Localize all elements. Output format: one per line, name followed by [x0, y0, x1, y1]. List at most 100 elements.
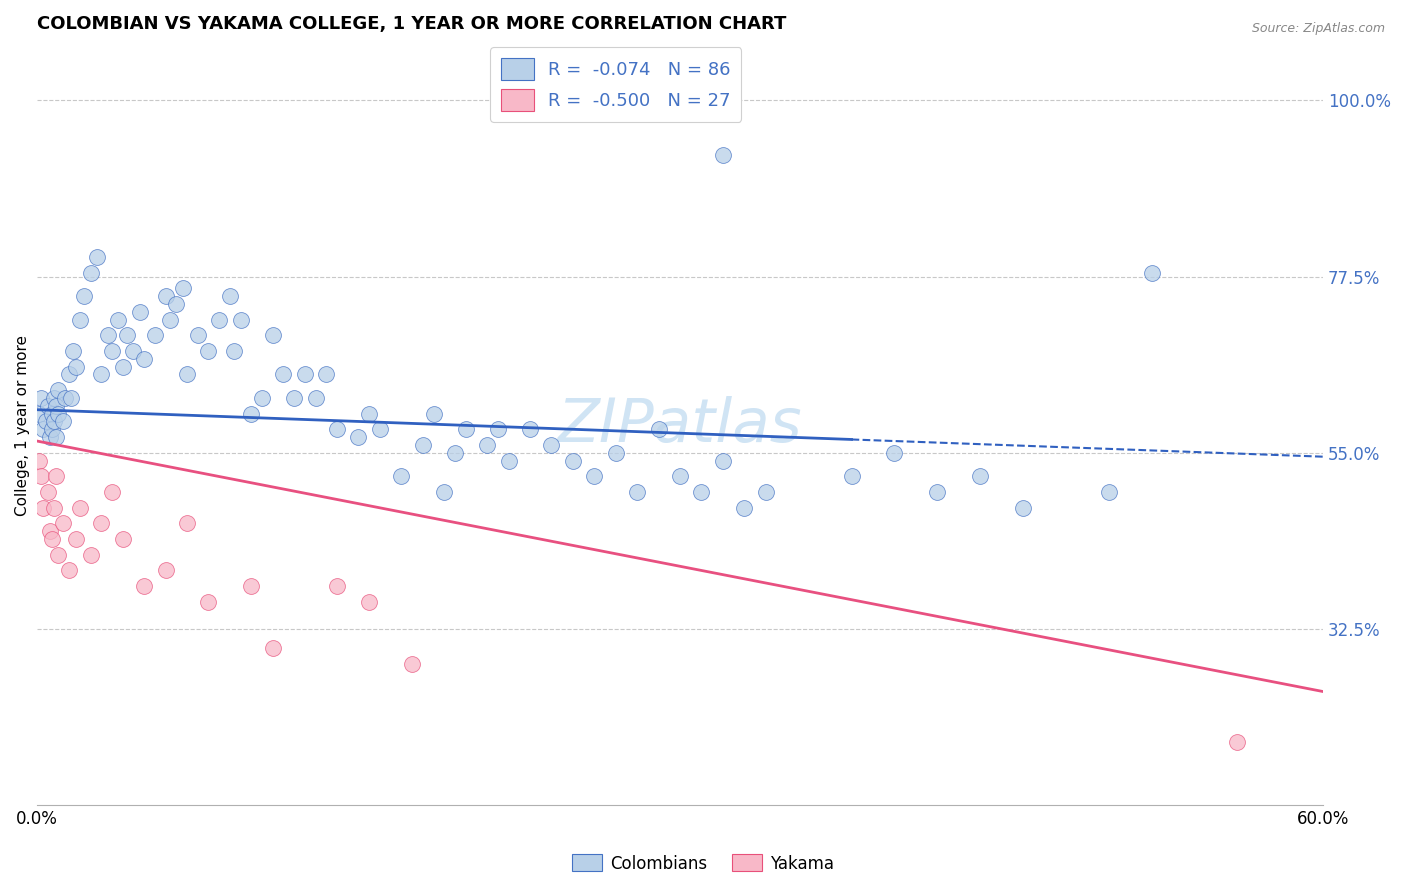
Point — [143, 328, 166, 343]
Point — [250, 391, 273, 405]
Point — [101, 343, 124, 358]
Point — [60, 391, 83, 405]
Point — [58, 368, 80, 382]
Legend: Colombians, Yakama: Colombians, Yakama — [565, 847, 841, 880]
Point — [347, 430, 370, 444]
Point — [1140, 266, 1163, 280]
Point — [58, 563, 80, 577]
Point — [1098, 484, 1121, 499]
Point — [62, 343, 84, 358]
Legend: R =  -0.074   N = 86, R =  -0.500   N = 27: R = -0.074 N = 86, R = -0.500 N = 27 — [491, 47, 741, 122]
Point — [111, 532, 134, 546]
Point — [155, 289, 177, 303]
Point — [155, 563, 177, 577]
Point — [111, 359, 134, 374]
Text: Source: ZipAtlas.com: Source: ZipAtlas.com — [1251, 22, 1385, 36]
Point — [187, 328, 209, 343]
Point — [197, 594, 219, 608]
Point — [38, 430, 60, 444]
Point — [197, 343, 219, 358]
Point — [401, 657, 423, 672]
Point — [304, 391, 326, 405]
Point — [486, 422, 509, 436]
Point — [359, 594, 381, 608]
Point — [90, 368, 112, 382]
Point — [1012, 500, 1035, 515]
Point — [48, 383, 70, 397]
Point — [433, 484, 456, 499]
Point — [519, 422, 541, 436]
Point — [115, 328, 138, 343]
Point — [41, 532, 63, 546]
Point — [475, 438, 498, 452]
Point — [733, 500, 755, 515]
Point — [711, 453, 734, 467]
Point — [48, 407, 70, 421]
Y-axis label: College, 1 year or more: College, 1 year or more — [15, 334, 30, 516]
Point — [159, 312, 181, 326]
Point — [626, 484, 648, 499]
Point — [240, 407, 263, 421]
Point — [41, 407, 63, 421]
Text: COLOMBIAN VS YAKAMA COLLEGE, 1 YEAR OR MORE CORRELATION CHART: COLOMBIAN VS YAKAMA COLLEGE, 1 YEAR OR M… — [37, 15, 786, 33]
Point — [841, 469, 863, 483]
Point — [52, 414, 75, 428]
Point — [45, 399, 67, 413]
Point — [240, 579, 263, 593]
Point — [165, 297, 187, 311]
Point — [883, 446, 905, 460]
Point — [359, 407, 381, 421]
Text: ZIPatlas: ZIPatlas — [558, 396, 803, 455]
Point — [669, 469, 692, 483]
Point — [229, 312, 252, 326]
Point — [45, 430, 67, 444]
Point — [444, 446, 467, 460]
Point — [28, 407, 51, 421]
Point — [561, 453, 583, 467]
Point — [79, 548, 101, 562]
Point — [97, 328, 120, 343]
Point — [498, 453, 520, 467]
Point — [176, 516, 198, 531]
Point — [37, 399, 59, 413]
Point — [65, 532, 87, 546]
Point — [32, 500, 55, 515]
Point — [30, 469, 52, 483]
Point — [755, 484, 778, 499]
Point — [134, 351, 156, 366]
Point — [315, 368, 337, 382]
Point — [86, 250, 108, 264]
Point — [218, 289, 240, 303]
Point — [79, 266, 101, 280]
Point — [454, 422, 477, 436]
Point — [389, 469, 412, 483]
Point — [32, 422, 55, 436]
Point — [48, 548, 70, 562]
Point — [42, 500, 65, 515]
Point — [1226, 735, 1249, 749]
Point — [73, 289, 96, 303]
Point — [38, 524, 60, 538]
Point — [208, 312, 231, 326]
Point — [927, 484, 949, 499]
Point — [412, 438, 434, 452]
Point — [605, 446, 627, 460]
Point — [107, 312, 129, 326]
Point — [273, 368, 295, 382]
Point — [122, 343, 145, 358]
Point — [42, 391, 65, 405]
Point — [65, 359, 87, 374]
Point — [42, 414, 65, 428]
Point — [224, 343, 246, 358]
Point — [262, 328, 284, 343]
Point — [69, 312, 91, 326]
Point — [176, 368, 198, 382]
Point — [90, 516, 112, 531]
Point — [41, 422, 63, 436]
Point — [583, 469, 606, 483]
Point — [711, 148, 734, 162]
Point — [34, 414, 56, 428]
Point — [326, 422, 349, 436]
Point — [53, 391, 76, 405]
Point — [45, 469, 67, 483]
